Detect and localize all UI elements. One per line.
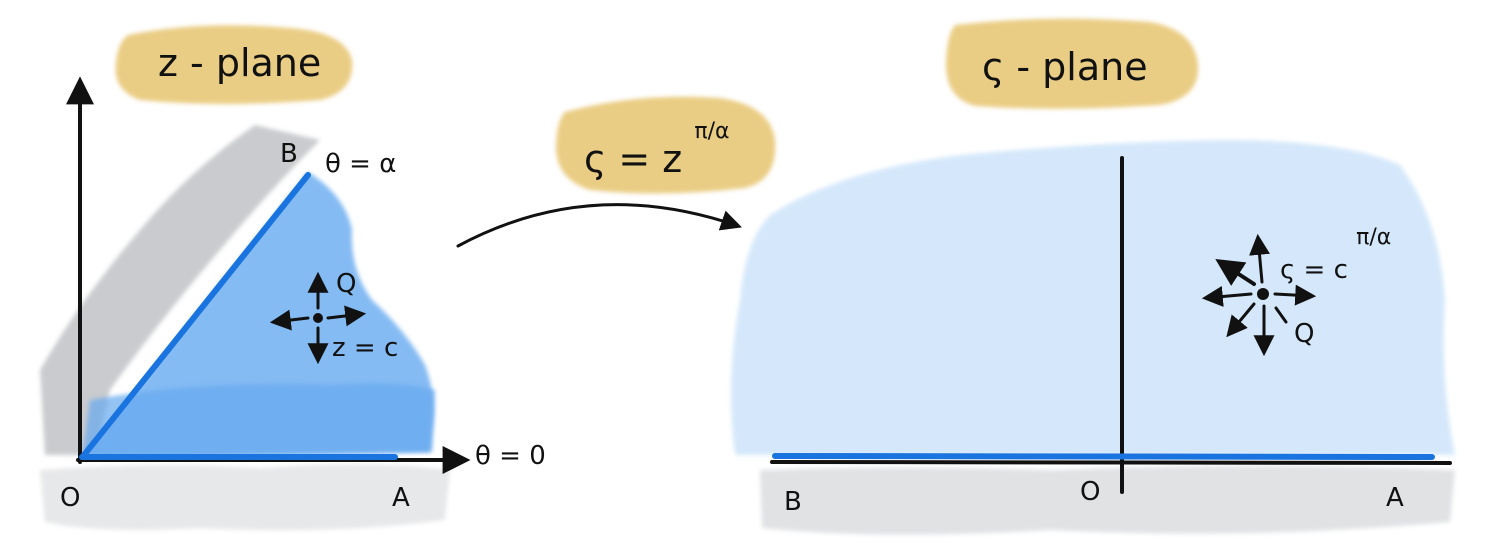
zeta-plane-arrow-upleft [1215,258,1256,286]
z-plane-point-dot [313,313,323,323]
z-plane-below-axis-shade [40,464,450,531]
z-plane-label-Q: Q [336,269,356,299]
zeta-plane-label-Q: Q [1294,319,1314,349]
zeta-plane-tick-downright [1274,306,1288,324]
zeta-plane-arrow-right [1273,284,1317,306]
z-plane-upper-edge-shade [40,125,320,455]
z-plane-title-highlight [115,25,353,104]
zeta-plane-label-zeta-c-base: ς = c [1280,255,1348,285]
zeta-plane-horizontal-axis [770,460,1452,465]
z-plane-source-point [269,271,367,365]
zeta-plane-arrow-up [1249,233,1270,284]
z-plane-label-theta-alpha: θ = α [325,149,396,179]
z-plane-label-B: B [280,139,298,169]
z-plane-wedge-lower-band [82,383,435,458]
zeta-plane-title-highlight [945,18,1199,109]
z-plane-label-theta-zero: θ = 0 [475,441,546,471]
z-plane-panel: z - plane B θ = α θ = 0 O A Q z = c [40,25,546,531]
zeta-plane-panel: ς - plane B O A ς = c π/α Q [731,18,1455,535]
z-plane-label-z-equals-c: z = c [332,333,398,363]
z-plane-edge-OB [81,172,311,458]
zeta-plane-arrow-left [1201,286,1253,307]
mapping-arrow [456,203,742,248]
zeta-plane-upper-half-region [731,140,1455,455]
mapping-formula-highlight [556,96,776,194]
zeta-plane-label-zeta-c-exponent: π/α [1356,225,1391,250]
zeta-plane-below-axis-shade [760,466,1455,535]
mapping-formula-base: ς = z [584,137,682,181]
zeta-plane-label-O: O [1080,477,1100,507]
mapping-formula: ς = z π/α [584,119,730,181]
zeta-plane-label-B: B [784,487,802,517]
z-plane-arrow-left [269,309,310,331]
zeta-plane-label-A: A [1386,483,1404,513]
z-plane-label-O: O [60,483,80,513]
z-plane-title: z - plane [158,41,321,85]
mapping-formula-exponent: π/α [694,119,729,144]
zeta-plane-boundary-BA [772,453,1435,460]
mapping-panel: ς = z π/α [456,96,776,248]
zeta-plane-arrow-downleft [1226,302,1256,338]
z-plane-arrow-right [326,305,367,327]
zeta-plane-source-point [1201,233,1317,357]
zeta-plane-label-zeta-c: ς = c π/α [1280,225,1391,285]
zeta-plane-point-dot [1257,288,1269,300]
z-plane-label-A: A [392,483,410,513]
zeta-plane-title: ς - plane [982,45,1148,89]
